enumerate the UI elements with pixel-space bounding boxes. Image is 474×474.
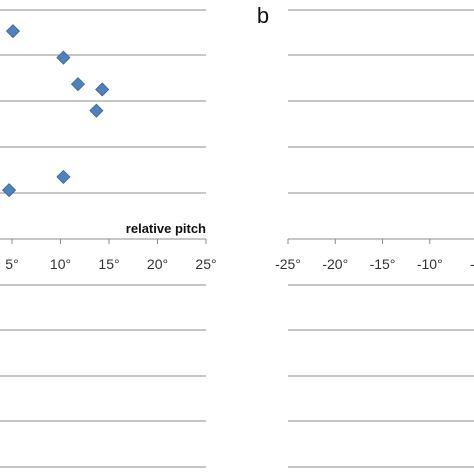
panel-b-tick-label: -25°	[275, 256, 301, 272]
data-point	[95, 82, 110, 97]
panel-b-gridlines	[288, 9, 474, 468]
data-point	[56, 169, 71, 184]
panel-b-x-axis: -25° -20° -15° -10° -	[275, 238, 474, 272]
panel-a-gridlines	[0, 9, 206, 468]
panel-a-x-axis: 5° 10° 15° 20° 25°	[0, 238, 217, 272]
data-point	[89, 103, 104, 118]
data-point	[2, 183, 17, 198]
panel-a-tick-label: 20°	[147, 256, 168, 272]
data-point	[56, 50, 71, 65]
panel-a-x-axis-title: relative pitch	[126, 221, 206, 236]
data-point	[70, 77, 86, 92]
panel-b-tick-label: -10°	[417, 256, 443, 272]
panel-b-letter: b	[257, 3, 269, 28]
data-point	[5, 24, 21, 39]
panel-a-tick-label: 5°	[5, 256, 18, 272]
panel-b-tick-label: -20°	[322, 256, 348, 272]
panel-b-tick-label: -	[470, 256, 474, 272]
panel-b-tick-label: -15°	[370, 256, 396, 272]
panel-a-tick-label: 15°	[98, 256, 119, 272]
panel-a-tick-label: 10°	[50, 256, 71, 272]
panel-a-points	[2, 24, 110, 198]
panel-a-tick-label: 25°	[195, 256, 216, 272]
